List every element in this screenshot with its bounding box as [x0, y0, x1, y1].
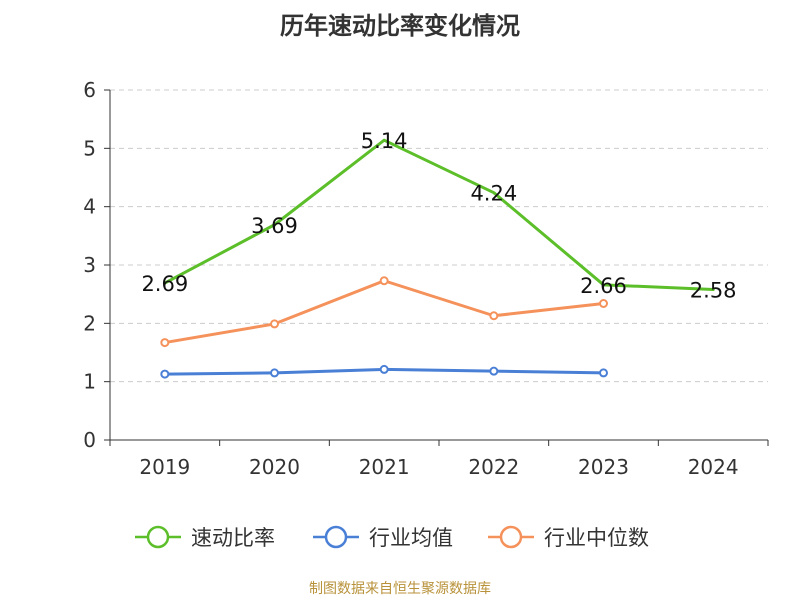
x-tick-label: 2019: [139, 455, 190, 479]
data-label: 2.69: [141, 272, 188, 296]
y-tick-label: 5: [83, 136, 96, 160]
data-point: [270, 368, 279, 378]
legend-label: 行业均值: [369, 526, 453, 550]
source-note: 制图数据来自恒生聚源数据库: [309, 581, 491, 597]
x-tick-label: 2021: [359, 455, 410, 479]
x-tick-label: 2022: [468, 455, 519, 479]
y-tick-label: 2: [83, 311, 96, 335]
data-point: [599, 368, 608, 378]
y-tick-label: 1: [83, 370, 96, 394]
series-line: [163, 138, 715, 291]
data-point: [160, 369, 170, 379]
legend-marker: [146, 525, 170, 549]
y-tick-label: 3: [83, 253, 96, 277]
legend-label: 速动比率: [191, 526, 275, 550]
data-point: [489, 311, 499, 321]
data-label: 2.58: [690, 279, 737, 303]
legend-item: 行业均值: [313, 525, 453, 550]
y-tick-label: 4: [83, 195, 96, 219]
y-tick-label: 6: [83, 78, 96, 102]
data-label: 3.69: [251, 214, 298, 238]
legend-label: 行业中位数: [544, 526, 649, 550]
data-point: [160, 338, 170, 348]
legend-item: 速动比率: [135, 525, 275, 550]
x-tick-label: 2023: [578, 455, 629, 479]
data-label: 4.24: [470, 182, 517, 206]
x-tick-label: 2024: [688, 455, 739, 479]
legend-marker: [324, 525, 348, 549]
legend-item: 行业中位数: [488, 525, 649, 550]
legend-marker: [499, 525, 523, 549]
y-tick-label: 0: [83, 428, 96, 452]
chart-title: 历年速动比率变化情况: [280, 12, 520, 40]
data-point: [379, 276, 389, 286]
data-point: [489, 366, 499, 376]
x-tick-label: 2020: [249, 455, 300, 479]
series-line: [163, 279, 605, 345]
data-point: [599, 299, 608, 308]
data-label: 5.14: [361, 129, 408, 153]
data-point: [379, 364, 389, 374]
data-point: [270, 319, 279, 329]
data-label: 2.66: [580, 274, 627, 298]
